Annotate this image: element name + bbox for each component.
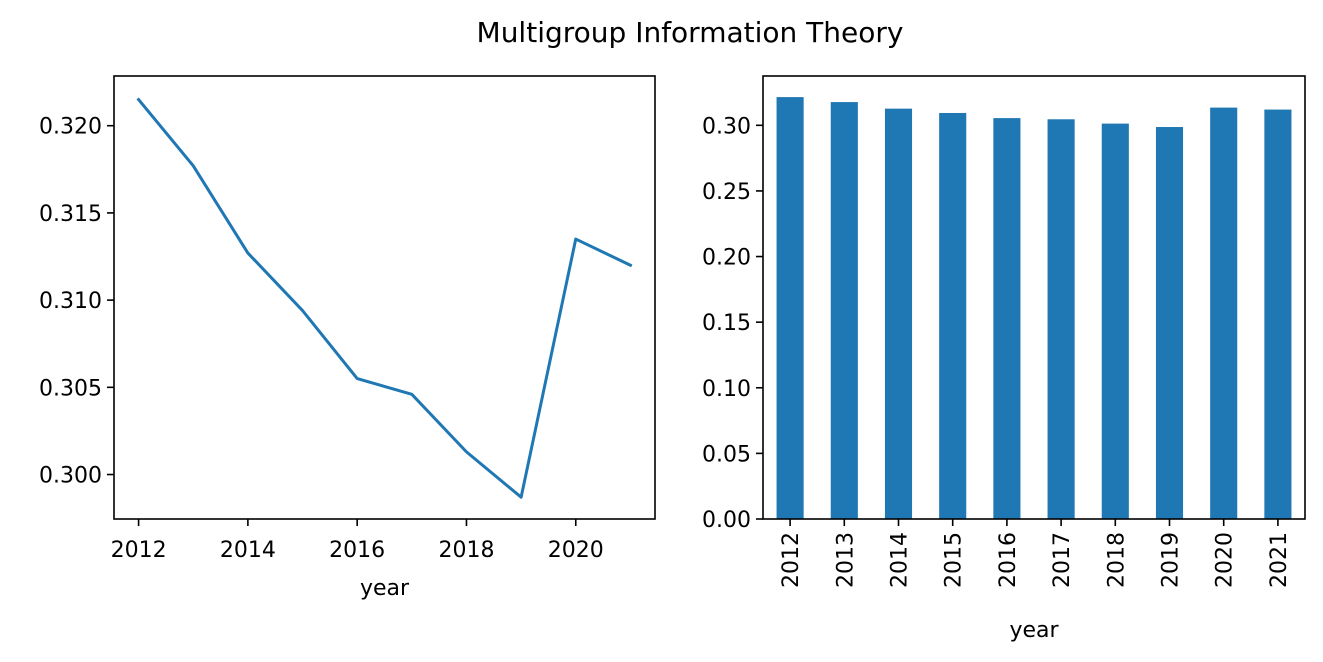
x-tick-label: 2017 [1050,532,1075,588]
y-tick-label: 0.320 [39,115,102,140]
y-tick-label: 0.315 [39,202,102,227]
series-line [136,97,633,499]
x-tick-label: 2020 [1213,532,1238,588]
y-tick-label: 0.30 [702,114,751,139]
x-tick-label: 2018 [1104,532,1129,588]
x-tick-label: 2018 [438,538,494,563]
axes-frame [762,75,1306,520]
bar [830,102,858,519]
bar [1264,109,1292,519]
figure-title: Multigroup Information Theory [477,16,904,49]
bar [1101,123,1129,520]
x-tick-label: 2012 [111,538,167,563]
bar [1047,119,1075,519]
bar [1155,127,1184,519]
x-tick-label: 2012 [779,532,804,588]
bar-chart-panel: 2012 2013 2014 2015 2016 2017 2018 2019 2020 2021… [702,75,1306,643]
x-tick-label: 2019 [1159,532,1184,588]
x-tick-label: 2021 [1267,532,1292,588]
x-tick-label: 2020 [548,538,604,563]
bar [993,118,1021,519]
bar [884,108,913,519]
bar [1210,107,1238,520]
bar [939,112,967,519]
y-tick-label: 0.00 [702,508,751,533]
x-tick-label: 2015 [942,532,967,588]
x-tick-label: 2014 [888,532,913,588]
x-tick-label: 2014 [220,538,276,563]
x-axis-label: year [1009,618,1059,643]
y-tick-label: 0.305 [39,376,102,401]
y-tick-label: 0.20 [702,246,751,271]
bar [776,97,804,519]
y-tick-label: 0.10 [702,377,751,402]
y-tick-label: 0.300 [39,464,102,489]
x-tick-label: 2016 [996,532,1021,588]
y-tick-label: 0.310 [39,289,102,314]
x-axis-label: year [360,576,410,601]
y-tick-label: 0.05 [702,442,751,467]
y-tick-label: 0.25 [702,180,751,205]
y-tick-label: 0.15 [702,311,751,336]
axes-frame [113,75,656,520]
x-tick-label: 2013 [833,532,858,588]
line-chart-panel: 2012 2014 2016 2018 2020 0.300 0.305 0.310 0.315… [39,75,656,601]
x-tick-label: 2016 [329,538,385,563]
